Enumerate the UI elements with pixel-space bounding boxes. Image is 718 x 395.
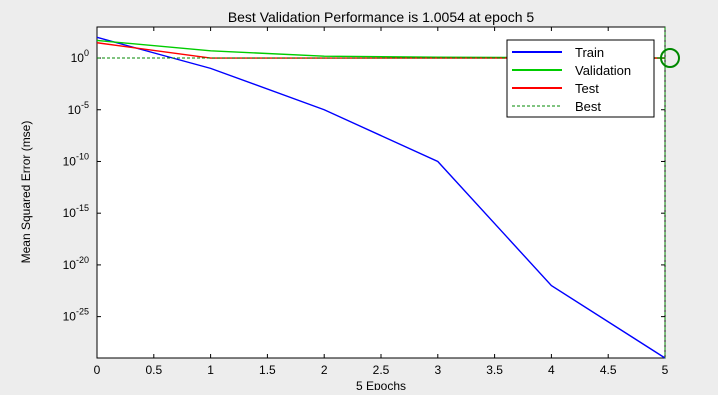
x-tick-label: 4 <box>548 363 555 377</box>
y-tick-base: 10 <box>63 206 77 220</box>
y-tick-label: 10-10 <box>63 151 89 168</box>
y-tick-exponent: -15 <box>76 203 89 213</box>
y-tick-base: 10 <box>68 103 82 117</box>
y-tick-base: 10 <box>63 310 77 324</box>
y-tick-base: 10 <box>71 51 85 65</box>
y-axis-label: Mean Squared Error (mse) <box>19 121 33 264</box>
y-tick-label: 10-25 <box>63 307 89 324</box>
x-tick-label: 3.5 <box>486 363 503 377</box>
legend-label-best: Best <box>575 99 601 114</box>
y-tick-label: 10-5 <box>68 100 89 117</box>
y-tick-label: 10-20 <box>63 255 89 272</box>
y-tick-exponent: -25 <box>76 307 89 317</box>
x-tick-label: 2 <box>321 363 328 377</box>
y-tick-label: 100 <box>71 48 89 65</box>
legend-label-validation: Validation <box>575 63 631 78</box>
best-marker <box>660 48 680 69</box>
x-tick-label: 0.5 <box>145 363 162 377</box>
x-axis-label: 5 Epochs <box>356 379 406 390</box>
y-tick-base: 10 <box>63 154 77 168</box>
x-tick-label: 1 <box>207 363 214 377</box>
series-line-train <box>96 36 666 359</box>
y-tick-label: 10-15 <box>63 203 89 220</box>
legend: Train Validation Test Best <box>506 39 655 118</box>
x-tick-label: 3 <box>434 363 441 377</box>
y-tick-exponent: 0 <box>84 48 89 58</box>
y-tick-exponent: -20 <box>76 255 89 265</box>
x-tick-label: 4.5 <box>600 363 617 377</box>
x-axis-ticks: 0 0.5 1 1.5 2 2.5 3 3.5 4 4.5 5 <box>94 27 669 377</box>
y-tick-exponent: -5 <box>81 100 89 110</box>
x-tick-label: 5 <box>662 363 669 377</box>
y-tick-base: 10 <box>63 258 77 272</box>
legend-label-test: Test <box>575 81 599 96</box>
legend-label-train: Train <box>575 45 604 60</box>
y-tick-exponent: -10 <box>76 151 89 161</box>
x-tick-label: 2.5 <box>373 363 390 377</box>
x-tick-label: 0 <box>94 363 101 377</box>
chart-title: Best Validation Performance is 1.0054 at… <box>228 9 535 25</box>
x-tick-label: 1.5 <box>259 363 276 377</box>
